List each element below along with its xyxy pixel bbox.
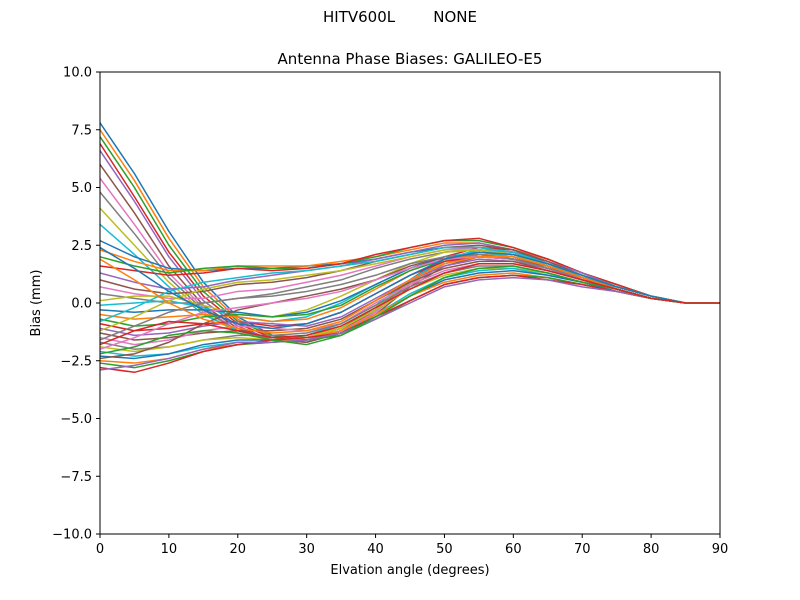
- x-tick-label: 20: [230, 542, 247, 557]
- x-tick-label: 90: [712, 542, 729, 557]
- x-tick-label: 50: [436, 542, 453, 557]
- y-tick-label: 5.0: [71, 181, 92, 196]
- y-tick-label: −5.0: [60, 412, 92, 427]
- x-tick-label: 70: [574, 542, 591, 557]
- y-axis: −10.0 −7.5 −5.0 −2.5 0.0 2.5 5.0 7.5 10.0: [52, 66, 100, 543]
- series-line-35: [99, 276, 720, 371]
- y-tick-label: 7.5: [71, 123, 92, 138]
- series-line-44: [99, 262, 720, 346]
- y-tick-label: −7.5: [60, 470, 92, 485]
- x-tick-label: 60: [505, 542, 522, 557]
- chart-title: Antenna Phase Biases: GALILEO-E5: [278, 50, 543, 68]
- series-line-14: [99, 237, 720, 304]
- x-tick-label: 80: [643, 542, 660, 557]
- series-line-3: [99, 136, 720, 339]
- y-tick-label: 2.5: [71, 239, 92, 254]
- y-tick-label: 10.0: [63, 66, 92, 81]
- y-tick-label: −2.5: [60, 354, 92, 369]
- series-line-1: [99, 122, 720, 341]
- series-line-10: [99, 223, 720, 339]
- figure-suptitle: HITV600L NONE: [323, 8, 477, 26]
- series-layer: [99, 122, 720, 374]
- x-axis-label: Elvation angle (degrees): [330, 563, 489, 578]
- x-axis: 0 10 20 30 40 50 60 70 80 90: [96, 534, 728, 557]
- x-tick-label: 10: [161, 542, 178, 557]
- series-line-41: [99, 246, 720, 330]
- y-tick-label: −10.0: [52, 528, 92, 543]
- x-tick-label: 30: [298, 542, 315, 557]
- y-axis-label: Bias (mm): [29, 270, 44, 337]
- x-tick-label: 40: [367, 542, 384, 557]
- x-tick-label: 0: [96, 542, 104, 557]
- y-tick-label: 0.0: [71, 297, 92, 312]
